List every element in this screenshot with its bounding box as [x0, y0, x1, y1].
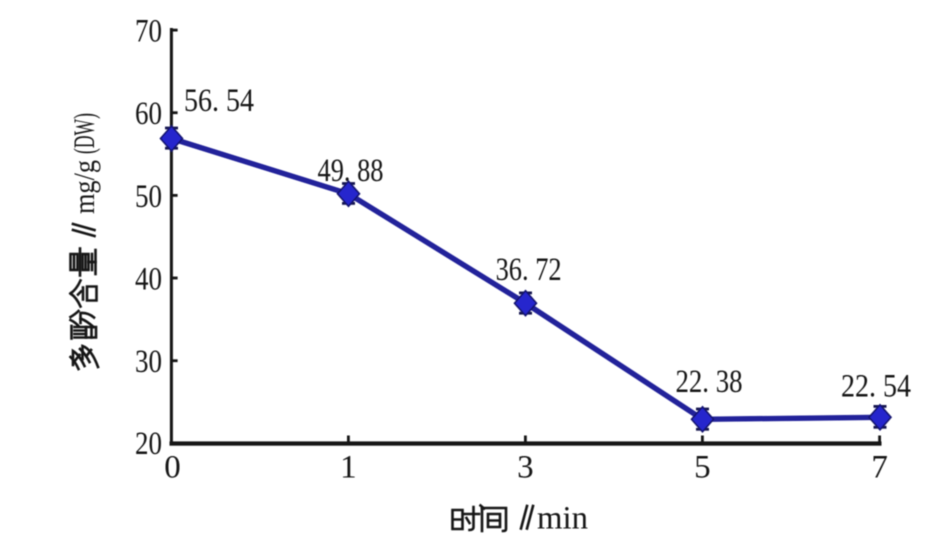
svg-text:36. 72: 36. 72	[496, 252, 562, 288]
svg-text:1: 1	[340, 450, 357, 486]
svg-text:mg/g: mg/g	[68, 160, 101, 214]
svg-text:50: 50	[135, 179, 162, 215]
svg-text:(DW): (DW)	[68, 113, 101, 154]
svg-text:70: 70	[135, 14, 162, 50]
svg-text:20: 20	[135, 426, 162, 462]
svg-text:30: 30	[135, 344, 162, 380]
svg-text:22. 38: 22. 38	[676, 364, 743, 400]
svg-text:40: 40	[135, 262, 162, 298]
svg-text:3: 3	[517, 450, 534, 486]
svg-text:min: min	[537, 501, 588, 537]
svg-text:60: 60	[135, 96, 162, 132]
svg-text:7: 7	[871, 450, 888, 486]
svg-text:56. 54: 56. 54	[184, 83, 254, 119]
svg-text:0: 0	[164, 450, 181, 486]
svg-text:5: 5	[694, 450, 711, 486]
svg-text:22. 54: 22. 54	[841, 368, 911, 404]
